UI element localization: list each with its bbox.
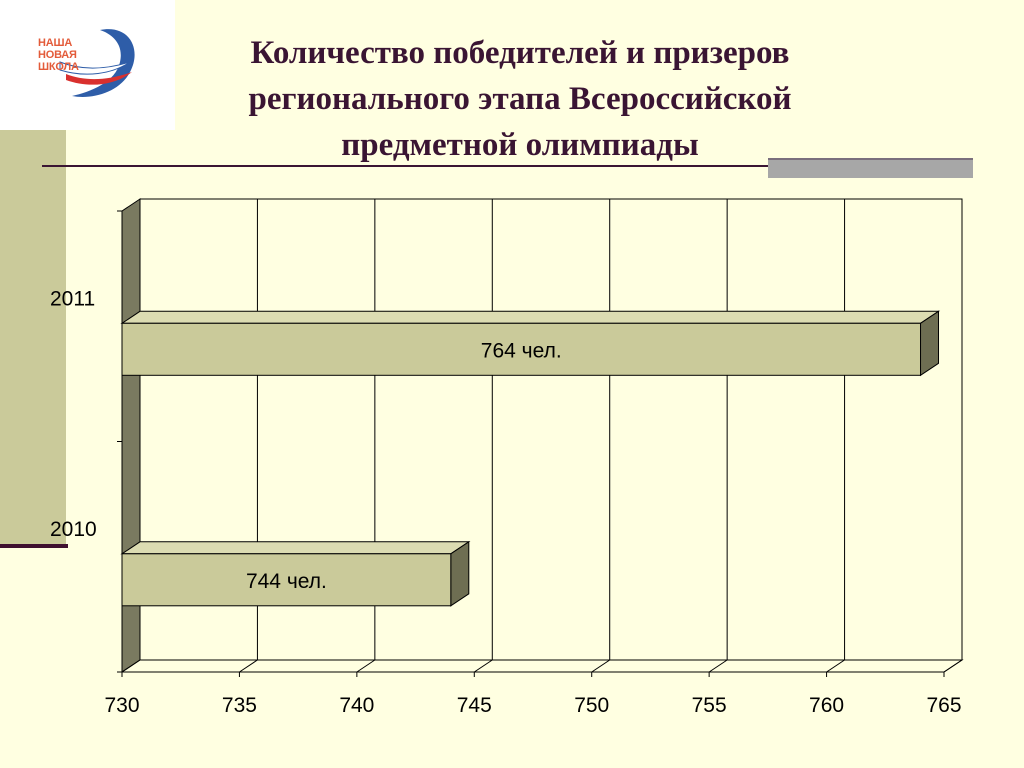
title-underline: [42, 165, 770, 167]
logo-panel: НАША НОВАЯ ШКОЛА: [0, 0, 175, 130]
y-category-label: 2010: [50, 518, 97, 541]
bar: [121, 553, 452, 607]
floor-gridline: [943, 659, 963, 673]
left-accent-strip: [0, 130, 66, 548]
floor-gridline: [474, 659, 493, 673]
x-tick-label: 735: [222, 694, 257, 717]
title-accent-bar: [768, 158, 973, 178]
y-category-label: 2011: [50, 287, 95, 310]
left-accent-line: [0, 544, 68, 548]
logo-swoosh-icon: [59, 29, 135, 97]
bar-data-label: 744 чел.: [246, 570, 327, 593]
floor-gridline: [826, 659, 845, 673]
floor-gridline: [356, 659, 376, 673]
floor-gridline: [591, 659, 610, 673]
bar-side-face: [920, 310, 940, 377]
bar-side-face: [450, 540, 470, 607]
x-tick-label: 730: [104, 694, 139, 717]
x-tick-label: 760: [809, 694, 844, 717]
floor-gridline: [121, 659, 141, 673]
bar-data-label: 764 чел.: [481, 339, 562, 362]
x-tick-label: 755: [692, 694, 727, 717]
logo-line: НАША: [38, 37, 73, 49]
x-tick-label: 740: [339, 694, 374, 717]
x-tick-label: 745: [457, 694, 492, 717]
logo-text: НАША НОВАЯ ШКОЛА: [38, 37, 100, 73]
floor-gridline: [239, 659, 258, 673]
x-tick-label: 750: [574, 694, 609, 717]
x-tick-label: 765: [926, 694, 961, 717]
logo-line: ШКОЛА: [38, 61, 79, 73]
bar-top-face: [120, 541, 471, 555]
page-title: Количество победителей и призеров регион…: [248, 35, 792, 163]
floor-gridline: [708, 659, 728, 673]
logo-line: НОВАЯ: [38, 49, 77, 61]
bar: [121, 322, 922, 376]
bar-top-face: [120, 310, 941, 324]
